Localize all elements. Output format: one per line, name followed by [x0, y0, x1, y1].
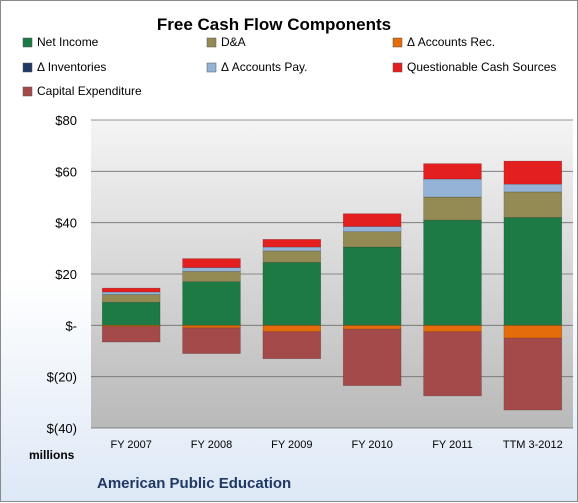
bar-segment-capital-expenditure [342, 328, 402, 386]
y-tick-label: $(20) [47, 370, 77, 385]
legend-item-accounts-rec: Δ Accounts Rec. [392, 35, 495, 49]
legend-swatch [22, 37, 33, 48]
bar-segment-questionable-cash-sources [101, 287, 161, 293]
bar-segment-questionable-cash-sources [423, 163, 482, 180]
bar-segment-accounts-rec [423, 325, 482, 333]
bar-segment-d-a [342, 231, 402, 248]
legend-item-net-income: Net Income [22, 35, 99, 49]
bar-segment-capital-expenditure [101, 326, 161, 343]
legend-item-accounts-pay: Δ Accounts Pay. [206, 60, 308, 74]
bar-segment-accounts-pay [342, 226, 402, 232]
x-tick-label: TTM 3-2012 [503, 439, 563, 451]
x-tick-label: FY 2007 [110, 439, 151, 451]
legend-label: Δ Accounts Pay. [221, 60, 308, 74]
bar-segment-d-a [423, 196, 482, 221]
bar-segment-accounts-pay [503, 183, 563, 193]
bar-segment-questionable-cash-sources [503, 160, 563, 185]
legend-item-d-a: D&A [206, 35, 246, 49]
bar-segment-accounts-pay [262, 246, 322, 252]
bar-segment-d-a [182, 271, 241, 282]
legend-label: Net Income [37, 35, 99, 49]
bar-segment-accounts-rec [182, 325, 241, 329]
bar-segment-questionable-cash-sources [262, 239, 322, 248]
bar-segment-net-income [503, 217, 563, 326]
legend-label: Δ Accounts Rec. [407, 35, 495, 49]
bar-segment-net-income [182, 281, 241, 326]
y-tick-label: $60 [55, 164, 77, 179]
bar-segment-d-a [262, 250, 322, 263]
bar-segment-capital-expenditure [182, 327, 241, 354]
bar-segment-accounts-pay [182, 267, 241, 272]
company-name: American Public Education [97, 475, 291, 492]
bar-segment-accounts-rec [342, 325, 402, 330]
legend-swatch [392, 62, 403, 73]
bar-segment-capital-expenditure [262, 331, 322, 360]
bar-segment-questionable-cash-sources [342, 213, 402, 227]
bars [101, 160, 563, 411]
legend-swatch [22, 62, 33, 73]
chart-title: Free Cash Flow Components [157, 15, 391, 34]
bar-segment-d-a [503, 191, 563, 218]
legend-swatch [206, 62, 217, 73]
y-tick-label: $- [65, 318, 77, 333]
legend-label: Capital Expenditure [37, 84, 142, 98]
legend-label: D&A [221, 35, 246, 49]
bar-segment-accounts-pay [423, 178, 482, 198]
legend-swatch [206, 37, 217, 48]
x-tick-label: FY 2010 [351, 439, 392, 451]
y-tick-label: $(40) [47, 421, 77, 436]
y-tick-label: $80 [55, 113, 77, 128]
legend-swatch [392, 37, 403, 48]
bar-segment-questionable-cash-sources [182, 258, 241, 268]
bar-segment-net-income [342, 246, 402, 326]
legend-swatch [22, 86, 33, 97]
legend-item-capital-expenditure: Capital Expenditure [22, 84, 142, 98]
bar-segment-accounts-rec [503, 325, 563, 339]
legend-item-inventories: Δ Inventories [22, 60, 106, 74]
x-tick-label: FY 2009 [271, 439, 312, 451]
x-tick-label: FY 2011 [432, 439, 473, 451]
legend: Net Income D&A Δ Accounts Rec. Δ Inventorie… [22, 35, 556, 98]
bar-segment-d-a [101, 294, 161, 303]
y-tick-label: $40 [55, 216, 77, 231]
bar-segment-accounts-rec [262, 325, 322, 333]
bar-segment-net-income [101, 301, 161, 326]
legend-label: Δ Inventories [37, 60, 106, 74]
x-axis: FY 2007 FY 2008 FY 2009 FY 2010 FY 2011 TTM 3… [110, 439, 562, 451]
bar-segment-capital-expenditure [503, 337, 563, 411]
y-unit-label: millions [29, 448, 75, 462]
bar-segment-net-income [423, 219, 482, 326]
legend-item-questionable-cash-sources: Questionable Cash Sources [392, 60, 556, 74]
x-tick-label: FY 2008 [191, 439, 232, 451]
bar-segment-capital-expenditure [423, 331, 482, 397]
y-axis: $80 $60 $40 $20 $- $(20) $(40) [47, 113, 77, 436]
legend-label: Questionable Cash Sources [407, 60, 556, 74]
bar-segment-net-income [262, 262, 322, 326]
bar-segment-accounts-pay [101, 291, 161, 295]
gridlines [91, 119, 573, 429]
y-tick-label: $20 [55, 267, 77, 282]
